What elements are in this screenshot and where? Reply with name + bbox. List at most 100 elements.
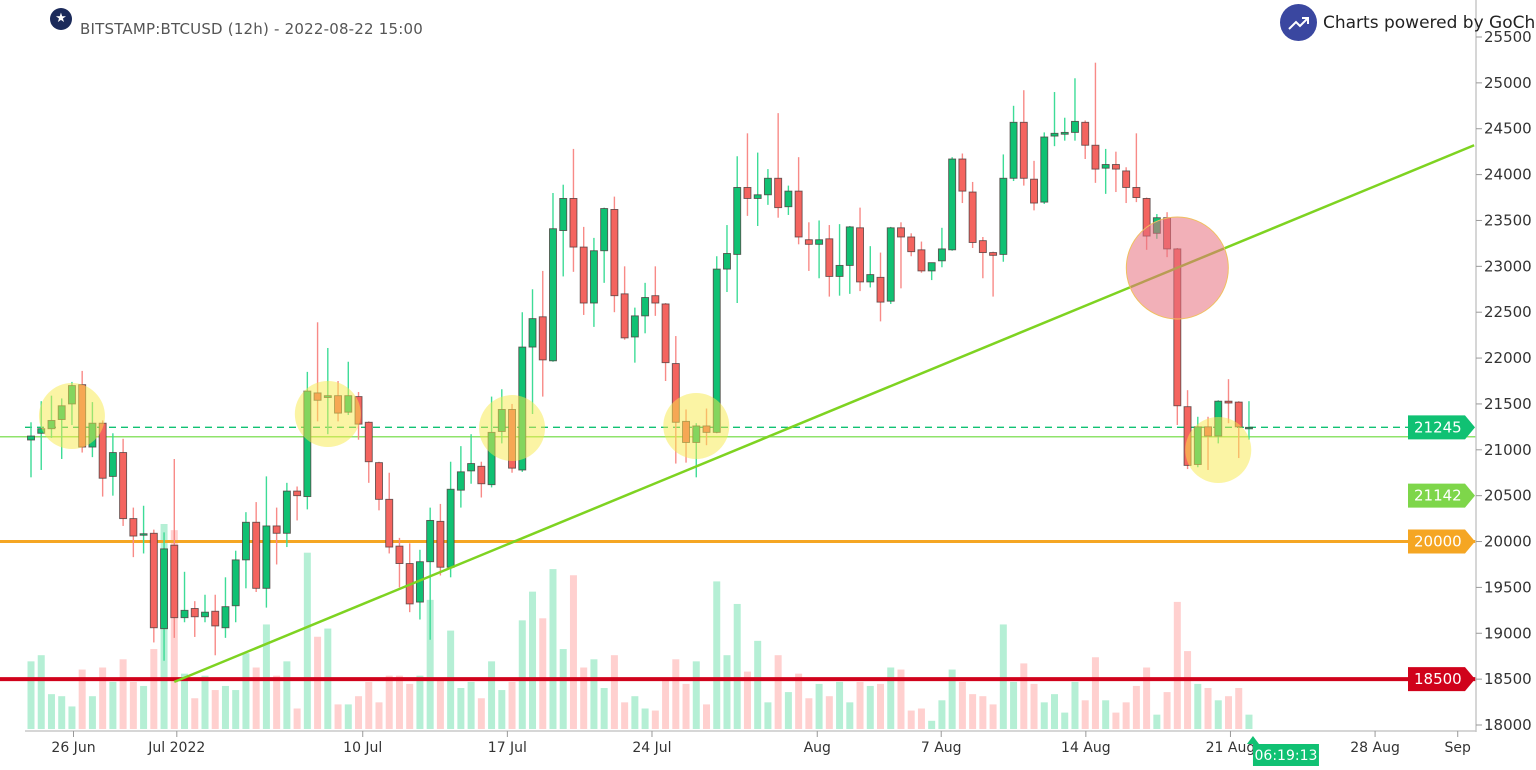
price-tag-21245: 21245 xyxy=(1408,415,1475,440)
candle-down xyxy=(876,252,885,322)
candle-body xyxy=(160,548,169,630)
volume-bar xyxy=(662,679,670,729)
volume-bar xyxy=(273,675,281,729)
x-tick-label: 10 Jul xyxy=(343,740,382,756)
candle-body xyxy=(641,297,650,317)
volume-bar xyxy=(129,681,137,729)
candle-body xyxy=(293,490,302,497)
candle-body xyxy=(456,471,465,491)
volume-bar xyxy=(815,683,823,729)
candle-down xyxy=(395,537,404,588)
volume-bar xyxy=(508,681,516,729)
candle-up xyxy=(27,422,35,478)
volume-bar xyxy=(385,675,393,729)
candle-body xyxy=(600,208,609,252)
volume-bar xyxy=(498,690,506,729)
y-tick-label: 24000 xyxy=(1484,166,1532,184)
x-tick-label: 28 Aug xyxy=(1350,740,1400,756)
volume-bar xyxy=(68,706,76,729)
candle-body xyxy=(1060,131,1069,135)
volume-bar xyxy=(1194,683,1202,729)
highlight-circles xyxy=(38,216,1252,483)
price-tag-shape xyxy=(1408,529,1475,554)
candles xyxy=(27,62,1253,661)
candle-up xyxy=(1245,401,1253,440)
price-tag-shape xyxy=(1408,415,1475,440)
candle-body xyxy=(129,518,138,537)
volume-bar xyxy=(1071,681,1079,729)
volume-bar xyxy=(1020,663,1028,729)
candle-up xyxy=(1071,78,1079,141)
candle-down xyxy=(620,266,629,340)
candle-body xyxy=(477,465,486,485)
candle-body xyxy=(886,227,895,302)
volume-bar xyxy=(242,653,250,729)
volume-bar xyxy=(774,655,782,729)
volume-bar xyxy=(743,671,751,729)
candle-body xyxy=(1081,121,1090,146)
volume-bar xyxy=(958,681,966,729)
candle-body xyxy=(835,264,844,277)
x-tick-label: Aug xyxy=(804,740,831,756)
y-tick-label: 19500 xyxy=(1484,578,1532,596)
trendline xyxy=(173,144,1475,684)
volume-bar xyxy=(344,704,352,729)
volume-bar xyxy=(375,702,383,729)
candle-body xyxy=(549,228,557,362)
price-tag-label: 21245 xyxy=(1414,418,1462,436)
highlight-circle-yellow xyxy=(294,381,361,448)
volume-bar xyxy=(723,655,731,729)
volume-bar xyxy=(999,624,1007,729)
volume-bar xyxy=(754,640,762,729)
x-tick-label: 17 Jul xyxy=(488,740,527,756)
volume-bar xyxy=(1081,700,1089,729)
candle-body xyxy=(1132,186,1141,198)
volume-bar xyxy=(580,667,588,729)
candle-up xyxy=(784,185,793,215)
volume-bar xyxy=(1204,688,1212,729)
star-icon[interactable]: ★ xyxy=(50,8,72,30)
volume-bar xyxy=(559,649,567,729)
volume-bar xyxy=(1061,712,1069,729)
candle-down xyxy=(743,133,752,216)
y-tick-label: 20000 xyxy=(1484,533,1532,551)
volume-bar xyxy=(989,704,997,729)
candle-down xyxy=(968,181,977,248)
candle-up xyxy=(108,433,117,496)
candle-up xyxy=(139,505,148,554)
candle-body xyxy=(845,226,854,266)
candle-body xyxy=(139,533,148,536)
candle-up xyxy=(262,476,271,608)
candle-down xyxy=(1030,160,1038,211)
candle-up xyxy=(723,225,731,293)
volume-bar xyxy=(303,552,311,729)
candle-up xyxy=(763,169,772,205)
candle-body xyxy=(804,239,813,245)
volume-bar xyxy=(856,681,864,729)
volume-bar xyxy=(682,683,690,729)
volume-bar xyxy=(1184,651,1192,729)
candle-down xyxy=(907,233,916,257)
y-tick-label: 19000 xyxy=(1484,624,1532,642)
volume-bar xyxy=(262,624,270,729)
candle-down xyxy=(190,601,199,637)
volume-bar xyxy=(78,669,86,729)
candle-up xyxy=(456,446,465,508)
candle-up xyxy=(948,157,957,251)
x-tick-label: Jul 2022 xyxy=(147,740,205,756)
x-tick-label: 21 Aug xyxy=(1206,740,1256,756)
candle-up xyxy=(282,482,291,548)
candle-up xyxy=(886,226,895,304)
volume-bar xyxy=(232,690,240,729)
candle-up xyxy=(866,246,875,288)
candle-up xyxy=(528,289,537,415)
volume-bar xyxy=(1163,692,1171,729)
candle-up xyxy=(446,461,455,578)
volume-bar xyxy=(1214,700,1222,729)
volume-bar xyxy=(846,702,854,729)
candle-down xyxy=(1019,90,1028,186)
candle-body xyxy=(968,191,977,243)
candle-up xyxy=(415,549,424,620)
candle-body xyxy=(610,209,619,297)
